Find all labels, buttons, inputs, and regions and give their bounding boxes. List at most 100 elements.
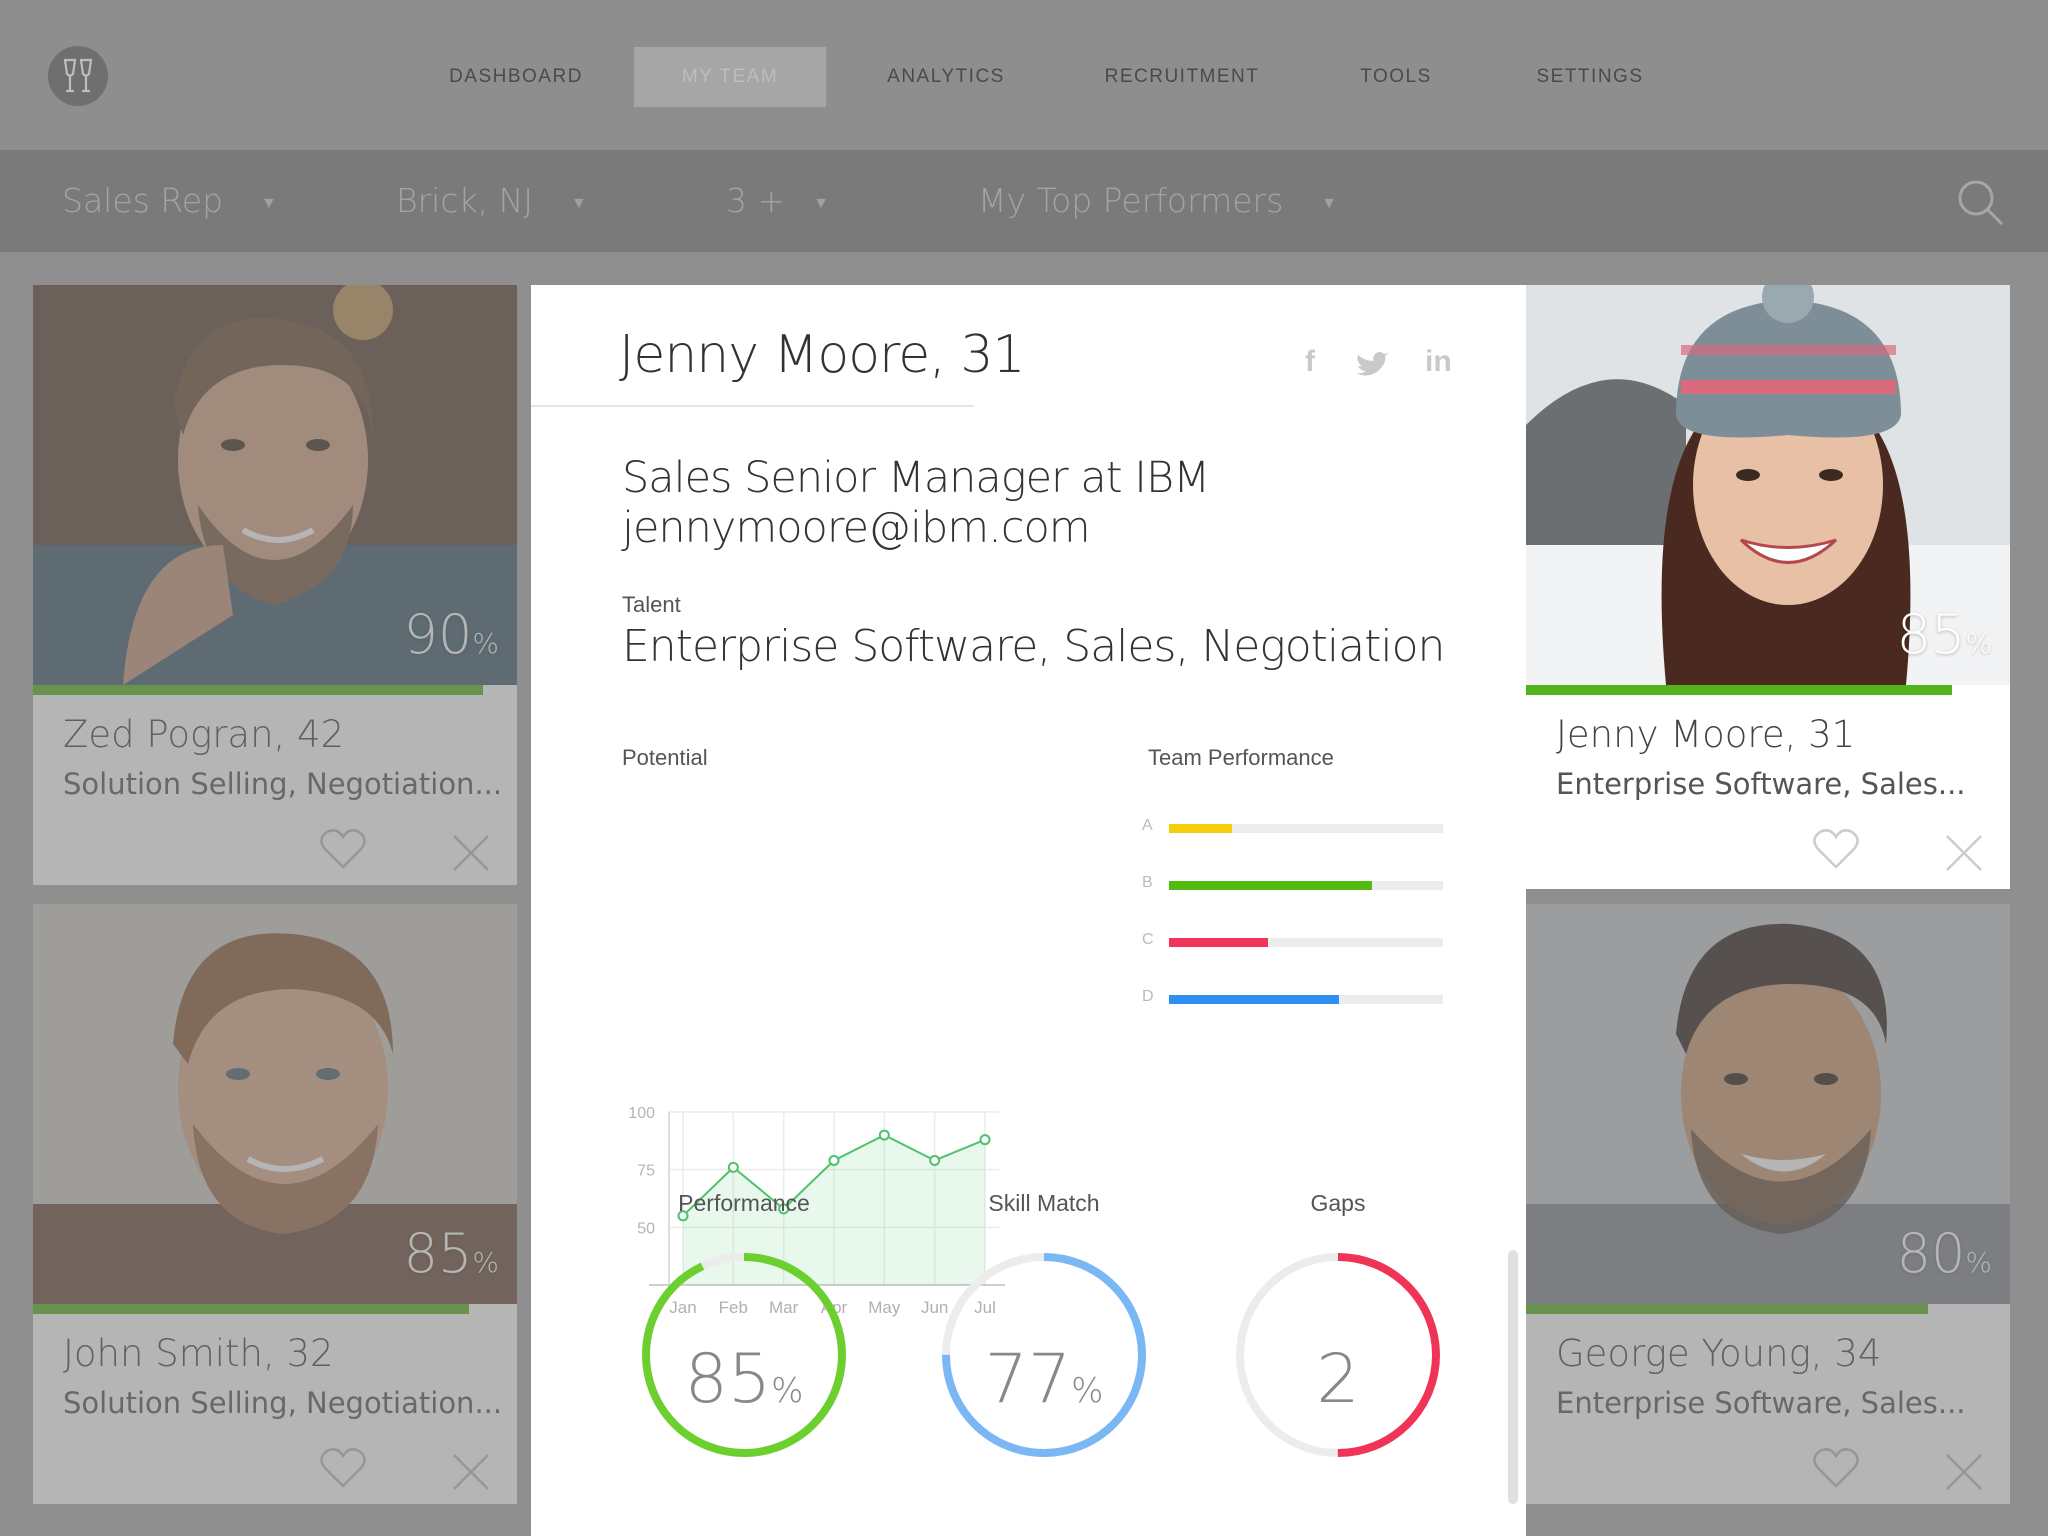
search-icon[interactable]	[1956, 178, 2006, 228]
candidate-skills: Enterprise Software, Sales...	[1556, 767, 1966, 801]
match-score-unit: %	[472, 627, 499, 660]
match-score-bar	[1526, 685, 1952, 695]
team-performance-row: B	[1142, 872, 1462, 896]
app-logo[interactable]	[48, 46, 108, 106]
filter-location-dropdown[interactable]: Brick, NJ ▼	[396, 150, 587, 252]
data-point	[727, 1161, 739, 1173]
data-point	[677, 1210, 689, 1222]
team-performance-bar	[1169, 824, 1233, 833]
y-tick-label: 50	[637, 1220, 655, 1237]
x-tick-label: Jun	[921, 1298, 948, 1317]
filter-group-dropdown[interactable]: My Top Performers ▼	[978, 150, 1337, 252]
gauge-progress	[942, 1253, 1146, 1457]
match-score-value: 90	[403, 603, 473, 666]
data-point	[778, 1203, 790, 1215]
candidate-skills: Solution Selling, Negotiation...	[63, 1386, 503, 1420]
scrollbar[interactable]	[1508, 1250, 1518, 1504]
nav-tools[interactable]: TOOLS	[1360, 66, 1432, 87]
candidate-photo	[1526, 285, 2010, 685]
candidate-card[interactable]: 90% Zed Pogran, 42 Solution Selling, Neg…	[33, 285, 517, 885]
match-score-unit: %	[1965, 1246, 1992, 1279]
candidate-card-selected[interactable]: 85% Jenny Moore, 31 Enterprise Software,…	[1526, 285, 2010, 889]
candidate-name: Jenny Moore, 31	[1556, 713, 1856, 756]
match-score-value: 85	[403, 1222, 473, 1285]
linkedin-icon[interactable]: in	[1425, 345, 1452, 378]
gauge-value: 85%	[631, 1340, 857, 1419]
gauge-ring	[642, 1253, 846, 1457]
nav-recruitment[interactable]: RECRUITMENT	[1104, 66, 1260, 87]
match-score-bar	[1526, 1304, 1928, 1314]
profile-panel: Jenny Moore, 31 f in Sales Senior Manage…	[531, 285, 1526, 1536]
top-navigation: DASHBOARD MY TEAM ANALYTICS RECRUITMENT …	[0, 0, 2048, 150]
gauge-label: Gaps	[1310, 1190, 1366, 1216]
match-score-unit: %	[472, 1246, 499, 1279]
gauge-label: Performance	[678, 1190, 810, 1216]
close-icon[interactable]	[1944, 1452, 1984, 1492]
candidate-name: John Smith, 32	[63, 1332, 334, 1375]
filter-rating-label: 3 +	[726, 181, 786, 220]
heart-icon[interactable]	[1812, 1446, 1860, 1490]
x-tick-label: Jul	[974, 1298, 996, 1317]
data-point	[929, 1154, 941, 1166]
potential-label: Potential	[622, 745, 708, 770]
gauge-ring	[1236, 1253, 1440, 1457]
close-icon[interactable]	[451, 1452, 491, 1492]
candidate-skills: Enterprise Software, Sales...	[1556, 1386, 1966, 1420]
team-performance-category: D	[1142, 988, 1154, 1005]
heart-icon[interactable]	[319, 827, 367, 871]
y-tick-label: 100	[628, 1105, 655, 1122]
chevron-down-icon: ▼	[1321, 192, 1338, 212]
nav-dashboard[interactable]: DASHBOARD	[449, 66, 583, 87]
candidate-skills: Solution Selling, Negotiation...	[63, 767, 503, 801]
x-tick-label: Mar	[769, 1298, 799, 1317]
match-score: 90%	[404, 603, 499, 666]
gauge-ring	[942, 1253, 1146, 1457]
nav-analytics[interactable]: ANALYTICS	[887, 66, 1005, 87]
team-performance-track	[1169, 824, 1443, 833]
chevron-down-icon: ▼	[571, 192, 587, 212]
nav-settings[interactable]: SETTINGS	[1536, 66, 1644, 87]
match-score: 85%	[1897, 603, 1992, 666]
team-performance-row: C	[1142, 929, 1462, 953]
chevron-down-icon: ▼	[261, 192, 277, 212]
x-tick-label: Feb	[719, 1298, 748, 1317]
team-performance-category: C	[1142, 931, 1154, 948]
gauge-value: 2	[1225, 1340, 1451, 1419]
candidate-name: Zed Pogran, 42	[63, 713, 345, 756]
twitter-icon[interactable]	[1354, 351, 1390, 381]
profile-job-title: Sales Senior Manager at IBM	[622, 453, 1210, 503]
heart-icon[interactable]	[1812, 827, 1860, 871]
gauge-progress	[642, 1253, 846, 1457]
filter-role-label: Sales Rep	[62, 181, 224, 220]
x-tick-label: May	[868, 1298, 901, 1317]
facebook-icon[interactable]: f	[1305, 345, 1315, 378]
filter-role-dropdown[interactable]: Sales Rep ▼	[62, 150, 277, 252]
team-performance-track	[1169, 995, 1443, 1004]
close-icon[interactable]	[451, 833, 491, 873]
close-icon[interactable]	[1944, 833, 1984, 873]
gauge-unit: %	[771, 1371, 804, 1411]
chevron-down-icon: ▼	[813, 192, 829, 212]
profile-name: Jenny Moore, 31	[619, 325, 1025, 385]
y-tick-label: 75	[637, 1163, 655, 1180]
match-score-unit: %	[1965, 627, 1992, 660]
gauge-progress	[1236, 1253, 1440, 1457]
heart-icon[interactable]	[319, 1446, 367, 1490]
team-performance-row: A	[1142, 815, 1462, 839]
nav-my-team[interactable]: MY TEAM	[634, 47, 826, 107]
divider	[531, 405, 974, 407]
filter-location-label: Brick, NJ	[396, 181, 533, 220]
candidate-card[interactable]: 85% John Smith, 32 Solution Selling, Neg…	[33, 904, 517, 1504]
match-score-value: 85	[1896, 603, 1966, 666]
candidate-name: George Young, 34	[1556, 1332, 1882, 1375]
profile-email[interactable]: jennymoore@ibm.com	[622, 503, 1091, 553]
match-score-bar	[33, 685, 484, 695]
gauge-number: 85	[684, 1340, 772, 1419]
gauge-number: 2	[1316, 1340, 1360, 1419]
match-score-bar	[33, 1304, 469, 1314]
talent-value: Enterprise Software, Sales, Negotiation	[622, 621, 1445, 672]
candidate-card[interactable]: 80% George Young, 34 Enterprise Software…	[1526, 904, 2010, 1504]
team-performance-bar	[1169, 995, 1339, 1004]
filter-rating-dropdown[interactable]: 3 + ▼	[726, 150, 829, 252]
